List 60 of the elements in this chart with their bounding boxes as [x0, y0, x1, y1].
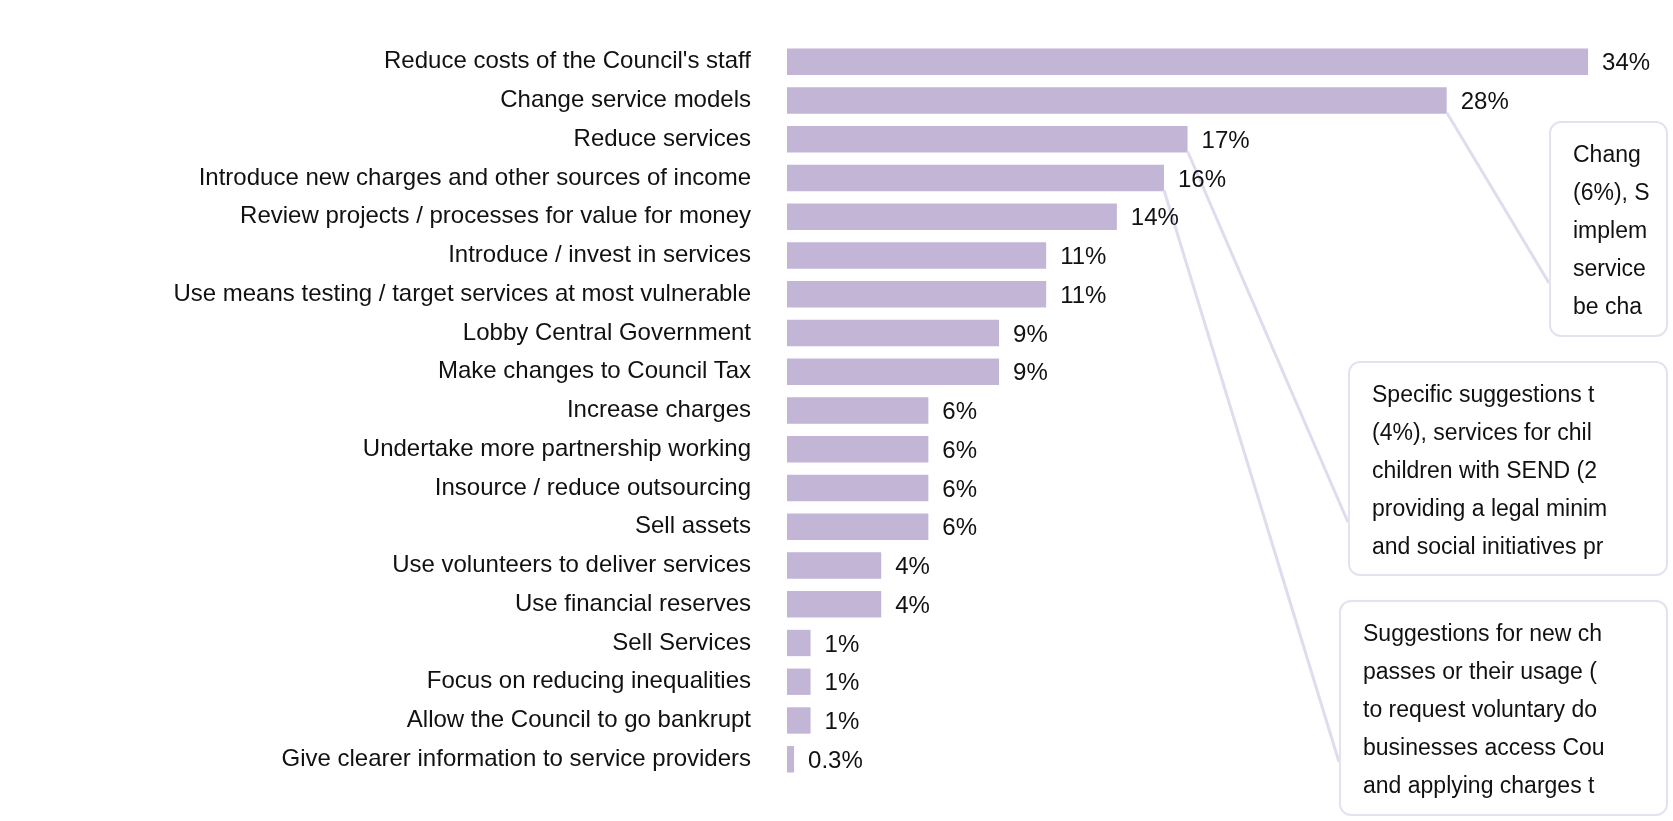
data-label: 6%: [942, 435, 978, 463]
bar: [787, 707, 811, 734]
y-tick-label: Introduce / invest in services: [448, 240, 751, 268]
bar: [787, 126, 1188, 153]
bar: [787, 629, 811, 657]
y-tick-label: Sell Services: [612, 627, 751, 655]
data-label: 6%: [942, 474, 978, 502]
data-label: 17%: [1201, 125, 1250, 153]
y-tick-label: Make changes to Council Tax: [437, 356, 751, 384]
data-label: 0.3%: [808, 745, 863, 773]
bar: [787, 746, 795, 773]
y-tick-label: Use volunteers to deliver services: [392, 550, 751, 578]
callout-box: Specific suggestions t (4%), services for chil children with SEND (2 providing a legal minim and social initiatives pr: [1348, 361, 1668, 576]
data-label: 1%: [824, 707, 860, 735]
data-label: 11%: [1060, 280, 1107, 308]
bar: [787, 281, 1047, 308]
data-label: 4%: [895, 590, 930, 618]
y-tick-label: Use means testing / target services at most vulnerable: [173, 278, 751, 306]
data-label: 6%: [942, 397, 978, 425]
bar: [787, 358, 1000, 385]
bar: [787, 668, 811, 695]
y-tick-label: Allow the Council to go bankrupt: [406, 705, 752, 733]
y-tick-label: Focus on reducing inequalities: [426, 666, 751, 694]
data-label: 16%: [1177, 164, 1227, 192]
data-label: 4%: [895, 552, 930, 580]
bar: [787, 552, 882, 579]
data-label: 9%: [1013, 358, 1048, 386]
bar: [787, 48, 1589, 75]
y-tick-label: Lobby Central Government: [462, 317, 752, 345]
y-tick-label: Review projects / processes for value for money: [240, 201, 751, 229]
bar: [787, 436, 929, 463]
bar: [787, 513, 929, 540]
callout-box: Suggestions for new ch passes or their usage ( to request voluntary do businesses access Cou and applying charges t: [1339, 600, 1668, 816]
y-tick-label: Undertake more partnership working: [362, 433, 751, 461]
y-tick-label: Use financial reserves: [514, 588, 751, 616]
callout-box: Chang (6%), S implem service be cha: [1549, 121, 1668, 337]
y-tick-label: Change service models: [500, 85, 751, 113]
y-tick-label: Increase charges: [566, 395, 751, 423]
bar: [787, 474, 929, 502]
data-label: 6%: [942, 513, 978, 541]
y-tick-label: Insource / reduce outsourcing: [434, 472, 751, 500]
y-tick-label: Introduce new charges and other sources of income: [198, 162, 751, 190]
data-label: 1%: [824, 629, 860, 657]
bar: [787, 164, 1164, 192]
bar: [787, 397, 929, 424]
data-label: 34%: [1602, 48, 1651, 76]
data-label: 14%: [1130, 203, 1179, 231]
y-tick-label: Sell assets: [634, 511, 751, 539]
bar: [787, 319, 1000, 347]
bar: [787, 203, 1117, 230]
bar: [787, 242, 1047, 269]
y-tick-label: Reduce costs of the Council's staff: [384, 46, 752, 74]
data-label: 28%: [1460, 87, 1509, 115]
data-label: 1%: [824, 668, 860, 696]
bar: [787, 87, 1447, 114]
data-label: 9%: [1013, 319, 1048, 347]
bar: [787, 591, 882, 618]
y-tick-label: Reduce services: [573, 123, 751, 151]
y-tick-label: Give clearer information to service providers: [281, 743, 751, 771]
data-label: 11%: [1060, 242, 1107, 270]
